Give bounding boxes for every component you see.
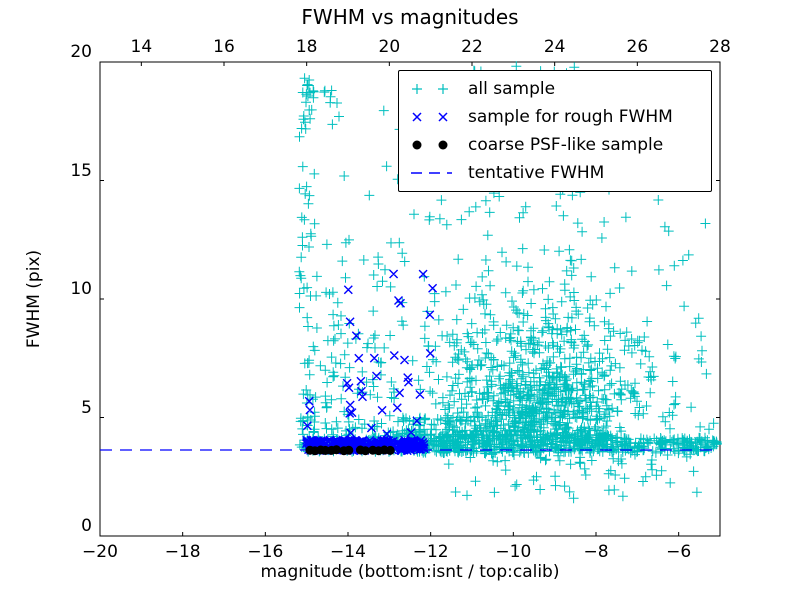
dashed-line-icon [411,172,452,174]
dot-marker-icon [412,140,448,150]
tick-label: 0 [81,516,92,536]
psf-sample-dot [360,446,370,456]
legend-label: coarse PSF-like sample [468,135,664,155]
legend: all sample sample for rough FWHM coarse … [398,70,712,192]
tick-label: 16 [213,37,235,57]
cross-marker-icon [412,112,448,122]
scatter-marker-path [301,269,438,456]
tick-label: −14 [330,542,366,562]
tick-label: −12 [412,542,449,562]
legend-entry-all-sample: all sample [399,76,711,102]
tick-label: 14 [130,37,153,57]
legend-label: sample for rough FWHM [468,107,673,127]
rough-fwhm-sample-points [301,269,438,456]
tick-label: 24 [543,37,566,57]
tick-label: 10 [70,279,92,299]
coarse-psf-sample-points [305,445,395,456]
psf-sample-dot [320,445,330,455]
tick-label: 20 [70,42,92,62]
tick-label: 22 [461,37,483,57]
psf-sample-dot [331,445,341,455]
tick-label: 15 [70,160,92,181]
y-axis-label: FWHM (pix) [24,249,44,349]
tick-label: −10 [495,542,532,562]
tick-label: 20 [378,37,401,57]
psf-sample-dot [385,445,395,455]
legend-entry-coarse-psf: coarse PSF-like sample [399,132,711,158]
tick-label: −20 [82,542,118,562]
x-axis-label: magnitude (bottom:isnt / top:calib) [260,562,560,582]
tick-label: −6 [666,542,692,562]
psf-sample-dot [344,445,354,455]
tick-label: −8 [583,542,609,562]
tick-label: 18 [295,37,318,57]
tick-marks [99,61,721,537]
legend-entry-rough-fwhm: sample for rough FWHM [399,104,711,130]
tick-label: 5 [81,397,92,418]
plus-marker-icon [412,84,448,94]
legend-entry-tentative-fwhm: tentative FWHM [399,160,711,186]
legend-label: all sample [468,79,556,99]
tick-label: −16 [247,542,284,562]
chart-title: FWHM vs magnitudes [301,5,519,29]
tick-label: 28 [709,37,731,57]
legend-label: tentative FWHM [468,163,605,183]
tick-label: −18 [164,542,201,562]
tick-label: 26 [626,37,649,57]
